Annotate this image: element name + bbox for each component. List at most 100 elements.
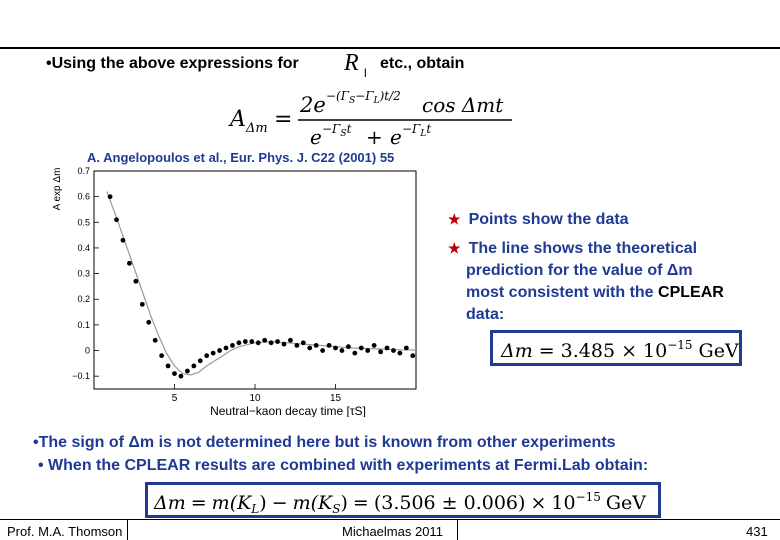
plot-frame (93, 170, 417, 390)
data-point (230, 343, 235, 348)
footer-term: Michaelmas 2011 (342, 524, 443, 539)
final-eq1: = (191, 492, 207, 514)
x-tick-label: 15 (330, 393, 342, 404)
final-mkl-sub: L (250, 502, 259, 515)
svg-text:A: A (228, 107, 246, 132)
data-point (204, 353, 210, 359)
final-formula: Δm = m(KL) − m(KS) = (3.506 ± 0.006) × 10−15 GeV (153, 490, 646, 516)
line-text-2-row: prediction for the value of Δm (466, 262, 693, 280)
bottom1-pre: •The sign of (33, 434, 124, 451)
data-point (184, 368, 190, 374)
footer-author: Prof. M.A. Thomson (7, 524, 123, 539)
result-box: Δm = 3.485 × 10−15 GeV (490, 330, 742, 366)
final-base: 10 (551, 492, 575, 514)
data-point (107, 194, 113, 200)
y-axis-label: A exp Δm (52, 168, 63, 211)
x-axis-label: Neutral−kaon decay time [τS] (210, 404, 366, 417)
final-result-box: Δm = m(KL) − m(KS) = (3.506 ± 0.006) × 10−15 GeV (145, 482, 661, 518)
formula-num-exp-minus: −Γ (355, 89, 374, 103)
result-times: × (621, 340, 637, 362)
data-point (217, 348, 222, 353)
data-point (133, 278, 139, 284)
footer-divider (457, 520, 458, 540)
data-point (255, 340, 261, 346)
data-point (300, 340, 306, 346)
data-point (242, 339, 248, 344)
data-point (365, 348, 371, 353)
formula-equals: = (274, 107, 292, 132)
data-point (307, 345, 313, 351)
data-point (294, 343, 300, 348)
data-point (139, 301, 145, 307)
footer-rule (0, 519, 780, 520)
bottom1-post: is not determined here but is known from… (158, 434, 616, 451)
reference-citation: A. Angelopoulos et al., Eur. Phys. J. C2… (87, 150, 395, 165)
data-point (320, 348, 326, 353)
ratio-symbol: R (344, 50, 359, 76)
line-text-2-sym: Δm (666, 262, 693, 279)
data-point (146, 319, 152, 325)
x-tick-label: 10 (249, 393, 261, 404)
data-point (352, 350, 358, 356)
final-mkl-close: ) (259, 492, 266, 514)
svg-text:cos Δmt: cos Δmt (422, 93, 504, 117)
asymmetry-formula: A Δm = 2e −(ΓS−ΓL)t/2 cos Δmt e −ΓSt + e… (228, 89, 512, 149)
data-point (249, 339, 255, 344)
svg-text:Δm: Δm (245, 121, 268, 136)
data-point (345, 344, 351, 350)
final-mks: m(K (293, 492, 334, 514)
data-point (172, 371, 177, 377)
data-point (275, 339, 280, 344)
svg-text:=: = (274, 107, 292, 132)
data-point (120, 237, 126, 243)
data-point (378, 349, 383, 355)
footer-divider (127, 520, 128, 540)
bottom1-sym: Δm (128, 434, 155, 451)
formula-num-exp: −(Γ (326, 89, 350, 103)
result-exp: −15 (667, 338, 692, 352)
data-point (391, 348, 396, 353)
line-text-4: data: (466, 306, 505, 323)
y-tick-label: 0.6 (77, 192, 90, 202)
data-point (333, 345, 338, 351)
data-point (326, 343, 332, 348)
formula-den-e2-exp: −Γ (402, 122, 421, 136)
formula-den-plus: + (366, 125, 383, 149)
result-formula: Δm = 3.485 × 10−15 GeV (500, 338, 739, 362)
formula-num-cos: cos Δmt (422, 93, 504, 117)
x-tick-label: 5 (172, 393, 178, 404)
line-text-3-row: most consistent with the CPLEAR (466, 284, 724, 302)
final-unit: GeV (606, 492, 646, 514)
data-point (371, 343, 377, 348)
star-bullet-icon: ★ (448, 211, 461, 227)
data-point (403, 345, 409, 351)
formula-den-e2-exp-t: t (426, 122, 431, 136)
data-point (210, 350, 216, 356)
bottom-bullet-2: • When the CPLEAR results are combined w… (38, 457, 649, 474)
final-exp: −15 (576, 490, 601, 504)
data-point (114, 217, 119, 223)
line-text-3-pre: most consistent with the (466, 284, 654, 301)
final-times: × (530, 492, 546, 514)
y-tick-label: −0.1 (72, 371, 90, 381)
final-lhs: Δm (153, 492, 186, 514)
formula-den-e1-exp-t: t (347, 122, 352, 136)
line-text-1: The line shows the theoretical (468, 240, 698, 257)
final-mks-sub: S (332, 502, 340, 515)
y-tick-label: 0.1 (77, 320, 90, 330)
formula-den-e1: e (310, 125, 322, 149)
line-text-3-name: CPLEAR (658, 284, 724, 301)
points-bullet: ★ Points show the data (448, 211, 629, 229)
data-point (313, 343, 319, 348)
bottom-bullet-1: •The sign of Δm is not determined here b… (33, 434, 616, 452)
data-point (262, 337, 268, 343)
data-point (191, 363, 197, 369)
formula-lhs-sub: Δm (245, 121, 268, 136)
data-point (178, 373, 184, 379)
bullet-using-expressions: •Using the above expressions for (46, 55, 299, 72)
svg-text:−ΓLt: −ΓLt (402, 122, 431, 139)
y-tick-label: 0 (85, 346, 90, 356)
data-point (223, 345, 229, 351)
result-value: 3.485 (561, 340, 615, 362)
